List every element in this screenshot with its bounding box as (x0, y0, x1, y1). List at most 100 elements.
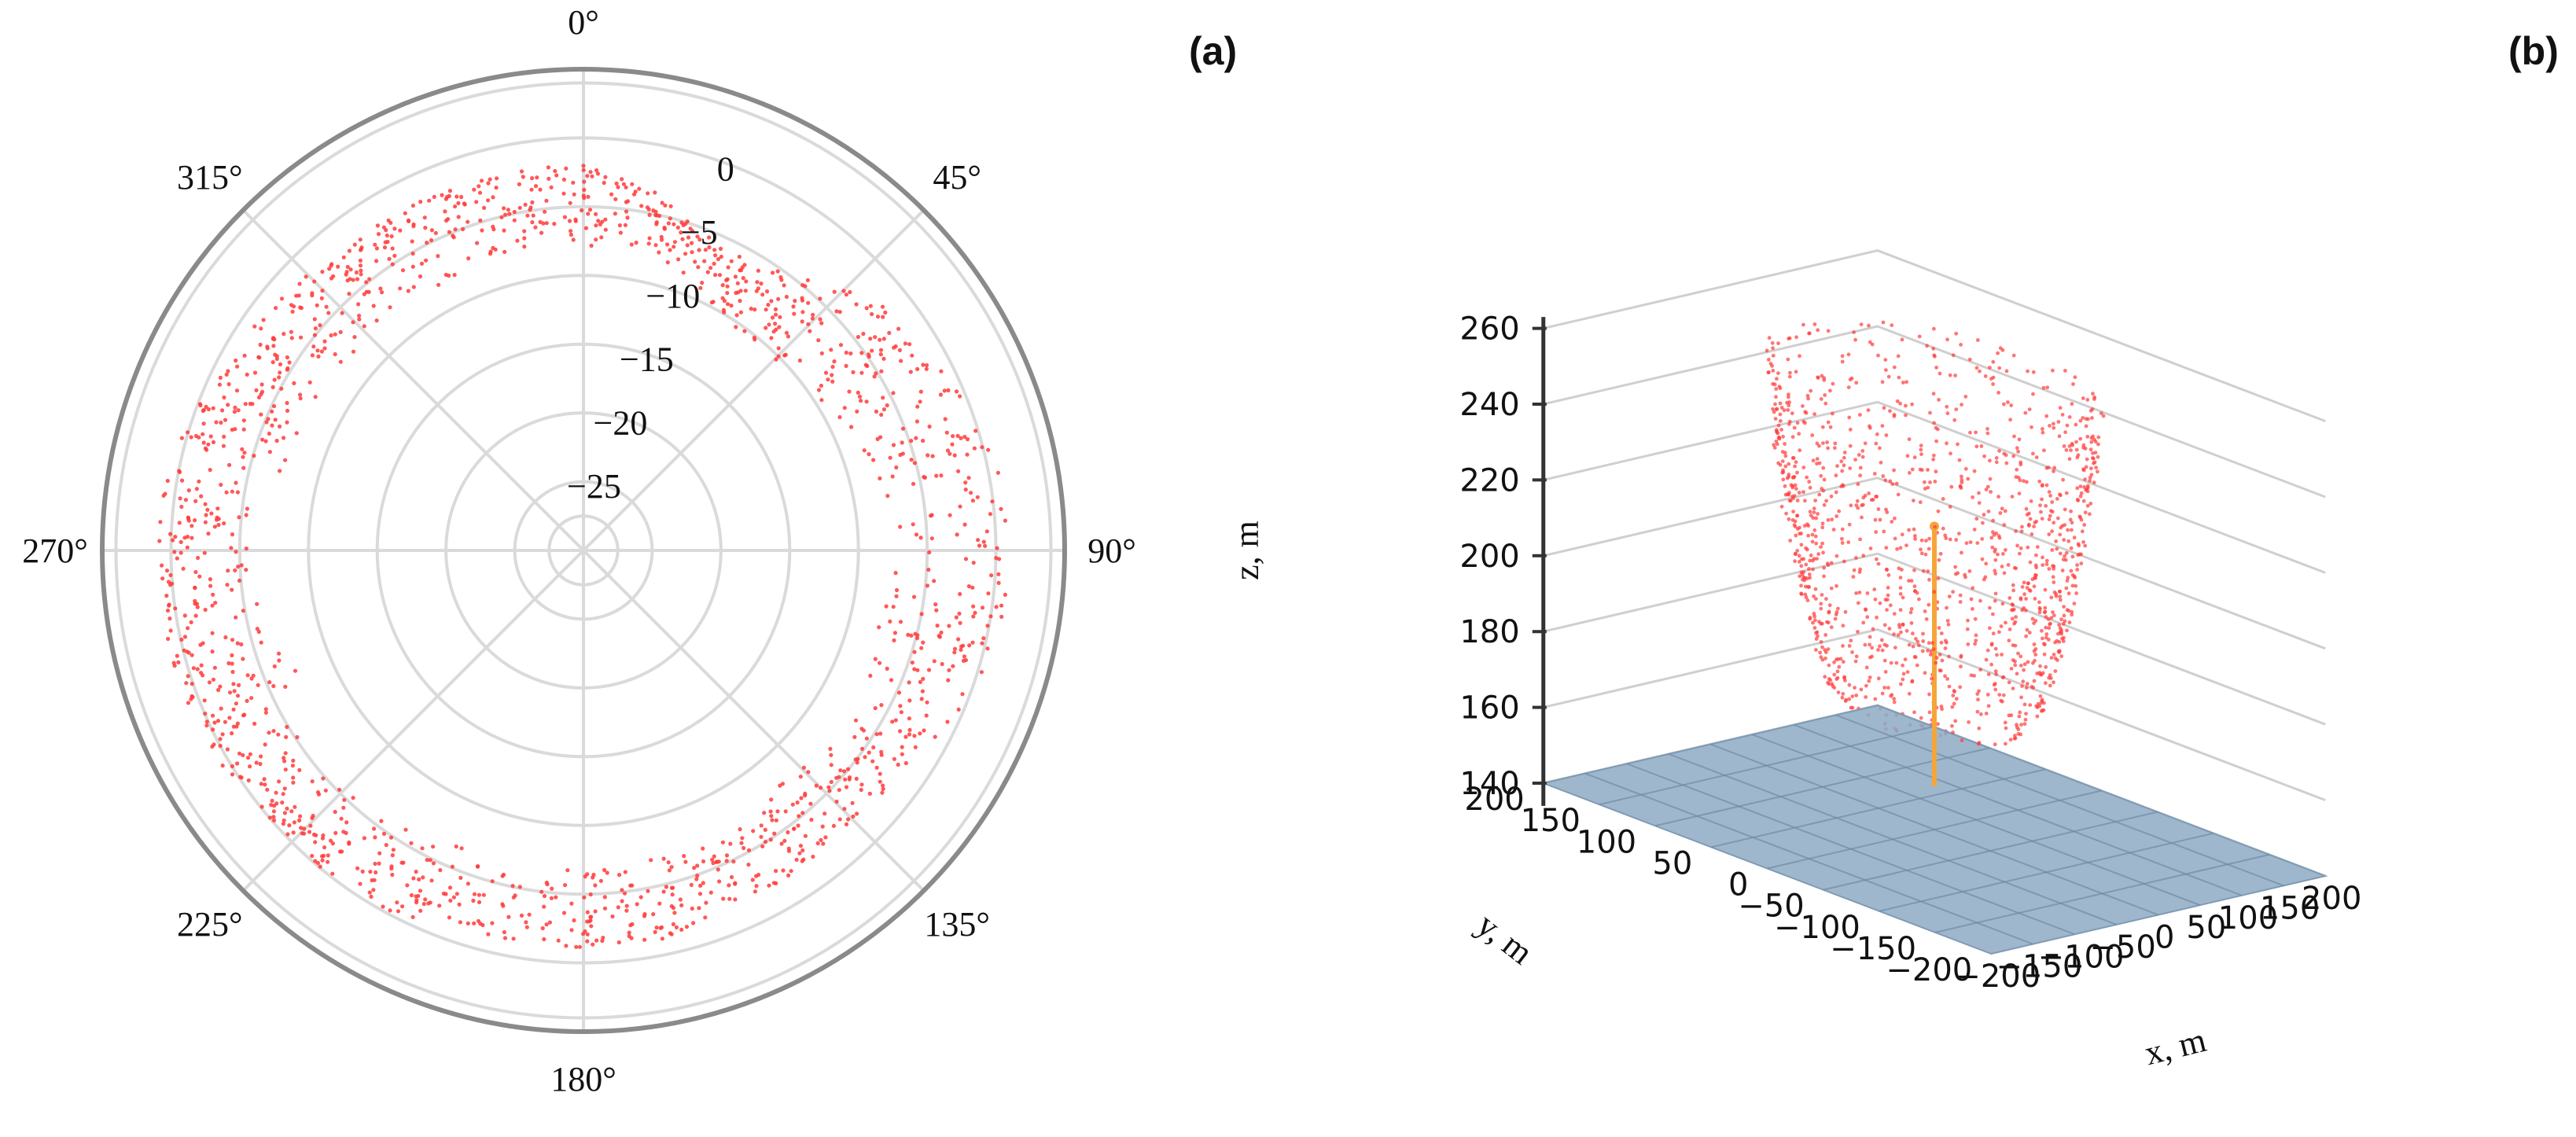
polar-point (909, 633, 914, 638)
polar-point (819, 398, 824, 403)
polar-point (367, 890, 372, 895)
polar-point (910, 660, 914, 665)
polar-point (827, 789, 832, 793)
shell-point (1801, 404, 1805, 408)
polar-point (864, 306, 869, 311)
shell-point (1840, 695, 1845, 700)
polar-point (955, 532, 959, 537)
polar-point (742, 329, 747, 333)
polar-point (599, 235, 604, 240)
shell-point (1790, 495, 1794, 499)
shell-point (2011, 583, 2015, 587)
polar-point (543, 209, 547, 214)
polar-point (571, 180, 576, 185)
shell-point (1984, 712, 1989, 716)
polar-point (681, 270, 686, 275)
shell-point (2022, 668, 2026, 672)
shell-point (1780, 459, 1785, 463)
polar-point (175, 653, 179, 658)
polar-point (903, 734, 908, 739)
polar-point (837, 788, 841, 793)
shell-point (1888, 479, 1893, 484)
shell-point (2015, 672, 2019, 676)
shell-point (1775, 430, 1779, 435)
shell-point (2089, 466, 2093, 471)
polar-point (236, 565, 241, 569)
shell-point (1775, 407, 1779, 411)
polar-point (186, 626, 190, 631)
polar-point (226, 403, 230, 407)
polar-point (881, 396, 885, 400)
polar-point (892, 631, 897, 635)
polar-point (224, 490, 229, 495)
polar-point (222, 395, 226, 400)
shell-point (1815, 457, 1820, 461)
shell-point (1812, 594, 1816, 598)
shell-point (1977, 689, 1982, 694)
shell-point (1781, 477, 1786, 482)
polar-point (535, 175, 539, 180)
shell-point (1778, 401, 1783, 406)
shell-point (2044, 504, 2048, 508)
shell-point (1893, 646, 1897, 649)
shell-point (1936, 722, 1940, 727)
shell-point (1811, 620, 1815, 625)
polar-point (277, 375, 282, 380)
shell-point (2004, 369, 2009, 373)
polar-point (410, 914, 415, 919)
shell-point (1803, 592, 1808, 597)
polar-point (436, 254, 440, 259)
polar-point (798, 844, 804, 848)
shell-point (1913, 537, 1918, 541)
polar-point (639, 204, 644, 208)
shell-point (2023, 717, 2028, 722)
shell-point (1801, 465, 1806, 469)
shell-point (1857, 591, 1862, 594)
polar-point (201, 432, 205, 436)
shell-point (1816, 634, 1820, 638)
polar-point (214, 420, 219, 425)
shell-point (1817, 620, 1821, 624)
polar-point (878, 337, 882, 342)
polar-point (958, 591, 962, 597)
shell-point (1907, 528, 1912, 532)
shell-point (1883, 670, 1888, 674)
polar-point (486, 932, 491, 936)
shell-point (2070, 613, 2074, 617)
polar-point (522, 245, 527, 249)
polar-point (914, 436, 918, 440)
polar-point (805, 278, 810, 282)
polar-point (729, 259, 734, 263)
polar-point (962, 654, 966, 659)
shell-point (1996, 391, 2001, 395)
shell-point (1890, 520, 1894, 524)
polar-point (232, 410, 237, 414)
shell-point (1953, 373, 1958, 377)
polar-point (856, 334, 860, 340)
shell-point (1878, 644, 1882, 649)
polar-point (569, 229, 573, 234)
polar-point (226, 660, 231, 666)
theta-tick-label: 45° (933, 158, 981, 197)
shell-point (1842, 463, 1846, 468)
shell-point (1771, 369, 1776, 373)
shell-point (1993, 669, 1998, 674)
polar-point (490, 921, 495, 925)
shell-point (1802, 578, 1807, 583)
polar-point (267, 431, 271, 436)
polar-grid-spoke (241, 549, 585, 892)
shell-point (1841, 644, 1845, 648)
polar-point (282, 756, 286, 760)
shell-point (2047, 638, 2051, 642)
shell-point (1905, 454, 1910, 458)
polar-point (898, 524, 903, 529)
shell-point (1799, 583, 1803, 588)
shell-point (1794, 551, 1798, 556)
polar-point (971, 604, 976, 609)
polar-point (240, 447, 245, 451)
polar-point (178, 539, 183, 545)
shell-point (1954, 697, 1959, 701)
shell-point (1888, 409, 1892, 414)
polar-point (495, 176, 499, 181)
polar-point (669, 865, 674, 870)
